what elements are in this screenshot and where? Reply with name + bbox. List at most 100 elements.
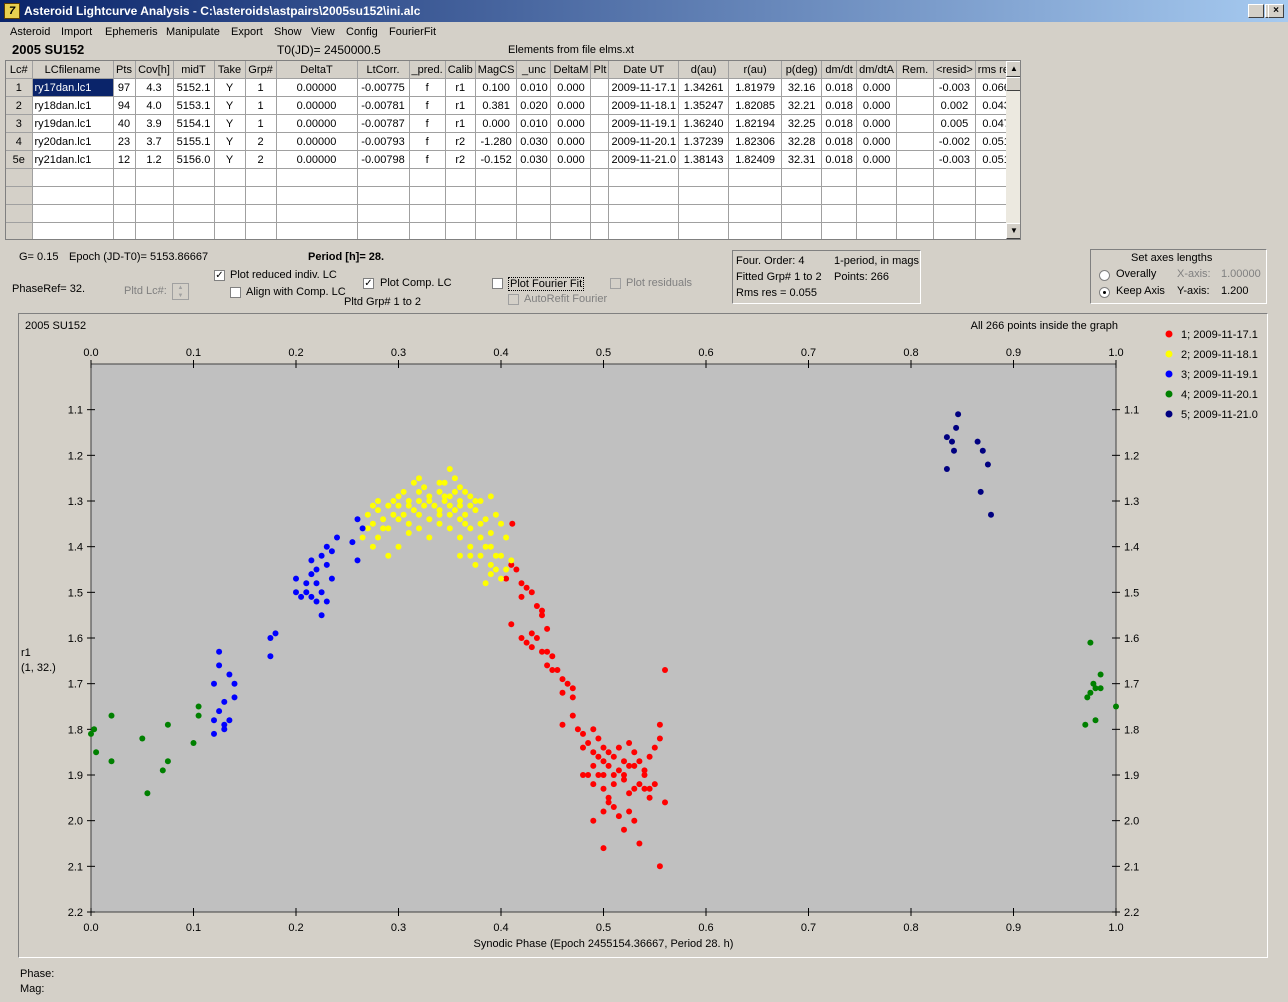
table-cell[interactable]: 0.00000 xyxy=(276,96,358,115)
table-cell[interactable]: r1 xyxy=(445,78,476,97)
table-row[interactable]: 4 ry20dan.lc1 23 3.7 5155.1 Y 2 0.00000 -0.00793… xyxy=(6,132,1018,151)
table-cell[interactable]: 0.020 xyxy=(516,96,552,115)
table-cell[interactable]: 0.018 xyxy=(821,114,858,133)
table-cell[interactable]: r2 xyxy=(445,150,476,169)
menu-ephemeris[interactable]: Ephemeris xyxy=(105,26,158,38)
table-cell[interactable]: Y xyxy=(214,132,246,151)
table-cell[interactable]: ry19dan.lc1 xyxy=(32,114,114,133)
plot-residuals-checkbox[interactable] xyxy=(610,278,621,289)
table-cell[interactable]: 1.34261 xyxy=(678,78,730,97)
table-cell[interactable]: 0.381 xyxy=(475,96,518,115)
table-cell[interactable] xyxy=(590,78,610,97)
table-cell[interactable]: 0.000 xyxy=(856,150,898,169)
table-cell[interactable]: Y xyxy=(214,150,246,169)
column-header[interactable]: _unc xyxy=(516,61,552,79)
table-cell[interactable]: f xyxy=(409,114,446,133)
yaxis-value[interactable]: 1.200 xyxy=(1221,285,1249,297)
plot-fourier-checkbox[interactable] xyxy=(492,278,503,289)
table-cell[interactable]: 5154.1 xyxy=(173,114,215,133)
table-cell[interactable] xyxy=(896,132,935,151)
table-cell[interactable]: 4.3 xyxy=(135,78,174,97)
table-cell[interactable]: 0.000 xyxy=(856,114,898,133)
table-cell[interactable] xyxy=(896,150,935,169)
table-cell[interactable] xyxy=(590,114,610,133)
table-cell[interactable]: 0.000 xyxy=(856,96,898,115)
table-cell[interactable]: f xyxy=(409,150,446,169)
table-cell[interactable]: Y xyxy=(214,78,246,97)
table-cell[interactable]: 32.31 xyxy=(781,150,823,169)
table-cell[interactable]: -0.00798 xyxy=(357,150,410,169)
table-cell[interactable]: 1.37239 xyxy=(678,132,730,151)
align-comp-checkbox[interactable] xyxy=(230,287,241,298)
menu-fourierfit[interactable]: FourierFit xyxy=(389,26,437,38)
column-header[interactable]: Take xyxy=(214,61,246,79)
table-cell[interactable]: 1 xyxy=(6,78,33,97)
table-cell[interactable]: 0.00000 xyxy=(276,150,358,169)
menu-manipulate[interactable]: Manipulate xyxy=(166,26,220,38)
table-cell[interactable]: -0.00781 xyxy=(357,96,410,115)
table-cell[interactable]: 0.000 xyxy=(550,150,592,169)
table-cell[interactable]: 0.018 xyxy=(821,96,858,115)
table-cell[interactable]: f xyxy=(409,96,446,115)
table-row-empty[interactable] xyxy=(6,222,1018,239)
table-cell[interactable]: 1.36240 xyxy=(678,114,730,133)
table-cell[interactable]: 0.010 xyxy=(516,78,552,97)
table-cell[interactable] xyxy=(590,132,610,151)
table-cell[interactable] xyxy=(896,114,935,133)
menu-asteroid[interactable]: Asteroid xyxy=(10,26,51,38)
scroll-down-icon[interactable]: ▼ xyxy=(1006,223,1020,239)
plot-reduced-checkbox[interactable]: ✓ xyxy=(214,270,225,281)
table-cell[interactable]: 0.010 xyxy=(516,114,552,133)
close-button[interactable]: × xyxy=(1268,4,1284,18)
table-row[interactable]: 5e ry21dan.lc1 12 1.2 5156.0 Y 2 0.00000 -0.0079… xyxy=(6,150,1018,169)
table-cell[interactable]: 4 xyxy=(6,132,33,151)
table-cell[interactable]: 32.25 xyxy=(781,114,823,133)
table-cell[interactable]: ry17dan.lc1 xyxy=(32,78,114,97)
table-cell[interactable]: 23 xyxy=(113,132,136,151)
table-cell[interactable]: 0.005 xyxy=(933,114,976,133)
table-cell[interactable]: ry21dan.lc1 xyxy=(32,150,114,169)
table-cell[interactable]: 5155.1 xyxy=(173,132,215,151)
table-cell[interactable]: 40 xyxy=(113,114,136,133)
column-header[interactable]: _pred. xyxy=(409,61,446,79)
table-row-empty[interactable] xyxy=(6,186,1018,205)
table-scrollbar[interactable]: ▲ ▼ xyxy=(1006,61,1020,239)
column-header[interactable]: d(au) xyxy=(678,61,730,79)
table-cell[interactable]: 5152.1 xyxy=(173,78,215,97)
table-cell[interactable]: 0.000 xyxy=(550,114,592,133)
table-cell[interactable] xyxy=(896,96,935,115)
table-cell[interactable]: 2 xyxy=(245,132,277,151)
table-row[interactable]: 1 ry17dan.lc1 97 4.3 5152.1 Y 1 0.00000 -0.00775… xyxy=(6,78,1018,97)
column-header[interactable]: Pts xyxy=(113,61,136,79)
table-cell[interactable]: 1.35247 xyxy=(678,96,730,115)
menu-view[interactable]: View xyxy=(311,26,335,38)
table-cell[interactable] xyxy=(590,150,610,169)
table-cell[interactable]: 32.16 xyxy=(781,78,823,97)
table-cell[interactable]: -1.280 xyxy=(475,132,518,151)
column-header[interactable]: LtCorr. xyxy=(357,61,410,79)
table-cell[interactable] xyxy=(590,96,610,115)
table-cell[interactable]: f xyxy=(409,78,446,97)
menu-show[interactable]: Show xyxy=(274,26,302,38)
table-cell[interactable]: 2009-11-19.1 xyxy=(608,114,680,133)
table-cell[interactable]: ry18dan.lc1 xyxy=(32,96,114,115)
table-cell[interactable]: 0.030 xyxy=(516,150,552,169)
table-cell[interactable]: 0.018 xyxy=(821,150,858,169)
column-header[interactable]: dm/dt xyxy=(821,61,858,79)
xaxis-value[interactable]: 1.00000 xyxy=(1221,268,1261,280)
column-header[interactable]: Lc# xyxy=(6,61,33,79)
lightcurve-table[interactable]: Lc# LCfilename Pts Cov[h] midT Take Grp# DeltaT… xyxy=(5,60,1021,240)
menu-import[interactable]: Import xyxy=(61,26,93,38)
table-cell[interactable]: 0.00000 xyxy=(276,114,358,133)
table-cell[interactable]: 0.000 xyxy=(475,114,518,133)
table-cell[interactable]: 1.82409 xyxy=(728,150,783,169)
table-cell[interactable]: -0.003 xyxy=(933,78,976,97)
lightcurve-graph[interactable]: 0.0 0.0 0.1 0.1 0.2 0.2 0.3 0.3 0.4 0.4 0.5 0.5 0.6 0… xyxy=(18,313,1268,958)
plot-comp-checkbox[interactable]: ✓ xyxy=(363,278,374,289)
pltd-lc-spinner[interactable]: ▲ ▼ xyxy=(172,283,189,300)
table-cell[interactable]: 1 xyxy=(245,96,277,115)
table-cell[interactable]: 2009-11-21.0 xyxy=(608,150,680,169)
table-cell[interactable]: 2009-11-18.1 xyxy=(608,96,680,115)
scroll-thumb[interactable] xyxy=(1006,77,1020,91)
column-header[interactable]: r(au) xyxy=(728,61,783,79)
